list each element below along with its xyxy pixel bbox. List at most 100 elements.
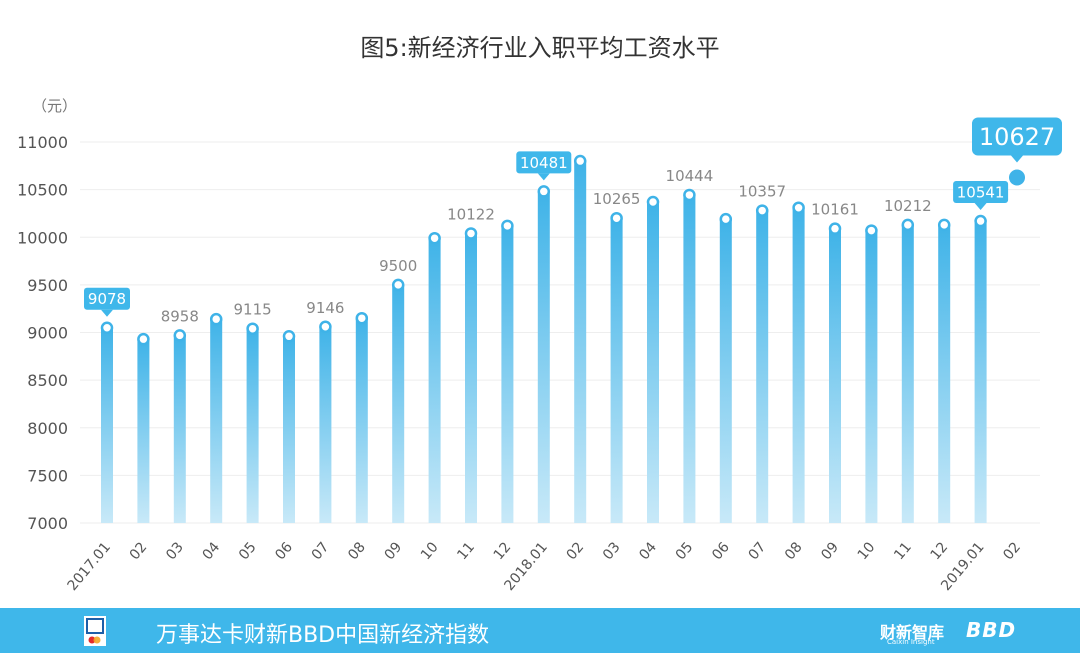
badge-box [953, 181, 1009, 204]
data-label: 10444 [666, 167, 714, 185]
y-tick-label: 11000 [17, 133, 68, 152]
bar-marker [209, 312, 223, 326]
bar [428, 238, 441, 523]
bar-marker [464, 227, 478, 240]
bar-marker [937, 218, 951, 232]
bar-marker [646, 195, 660, 209]
x-tick-label: 03 [163, 539, 187, 563]
bar-marker [792, 201, 805, 214]
data-label: 10627 [979, 123, 1055, 151]
data-label: 9500 [379, 257, 417, 275]
x-tick-label: 07 [309, 539, 333, 563]
x-tick-label: 04 [636, 539, 660, 563]
bar-marker [865, 224, 878, 237]
bar-chart: 9078 8958 9115 9146 9500 10122 10481 10265 10444… [17, 97, 1062, 594]
bar-marker [501, 219, 514, 233]
bar [101, 327, 113, 523]
x-tick-label: 02 [564, 539, 588, 563]
bar [719, 219, 732, 523]
x-tick-label: 11 [891, 539, 915, 563]
y-tick-label: 10000 [17, 228, 68, 247]
bar [938, 224, 951, 523]
x-tick-label: 11 [454, 539, 478, 563]
y-tick-label: 7500 [27, 466, 68, 485]
badge-box [972, 117, 1062, 156]
caixin-insight-subtitle: Caixin Insight [887, 638, 935, 646]
bar [683, 194, 696, 524]
x-tick-label: 09 [818, 539, 842, 563]
bar [647, 202, 659, 523]
x-tick-label: 07 [746, 539, 770, 563]
x-tick-label: 10 [418, 539, 442, 563]
x-tick-label: 09 [382, 539, 406, 563]
footer-title: 万事达卡财新BBD中国新经济指数 [156, 623, 490, 648]
bar [465, 233, 477, 523]
bar [901, 224, 914, 523]
bar-marker [391, 278, 405, 292]
y-tick-label: 8500 [27, 371, 68, 390]
badge-box [84, 287, 130, 310]
data-label: 8958 [161, 307, 199, 325]
bar [610, 218, 623, 523]
bar-marker [828, 222, 842, 235]
y-unit-label: （元） [32, 97, 77, 115]
bar-marker [610, 211, 623, 225]
mastercard-logo-icon [84, 616, 106, 646]
x-tick-label: 03 [600, 539, 624, 563]
bar-marker [355, 311, 369, 325]
bar-marker [573, 154, 587, 168]
data-label-badge: 10481 [516, 151, 572, 181]
bar-marker [319, 320, 332, 334]
x-tick-label: 02 [127, 539, 151, 563]
bar [537, 191, 550, 523]
x-tick-label: 10 [855, 539, 879, 563]
bar [319, 326, 332, 523]
x-tick-label: 2017.01 [65, 539, 114, 594]
data-label: 10357 [738, 183, 786, 201]
badge-pointer [1011, 155, 1023, 163]
caixin-insight-logo: 财新智库 [880, 623, 945, 642]
point-marker [1009, 169, 1025, 186]
data-label: 10122 [447, 205, 495, 223]
y-tick-label: 10500 [17, 181, 68, 200]
bar-marker [974, 214, 987, 228]
footer-bar: 万事达卡财新BBD中国新经济指数 财新智库 Caixin Insight BBD [0, 608, 1080, 653]
bar-marker [173, 329, 187, 342]
bar [283, 336, 295, 523]
badge-pointer [101, 309, 113, 317]
data-label: 9115 [234, 301, 272, 319]
y-tick-label: 7000 [27, 514, 68, 533]
x-tick-label: 12 [928, 539, 952, 563]
bar-marker [755, 204, 769, 217]
x-tick-label: 12 [491, 539, 515, 563]
data-label: 10212 [884, 197, 932, 215]
x-tick-label: 05 [236, 539, 260, 563]
badge-pointer [974, 203, 987, 211]
data-label-badge: 9078 [84, 287, 130, 317]
bar-marker [100, 321, 114, 334]
y-tick-label: 9500 [27, 276, 68, 295]
bar-marker [428, 231, 441, 245]
x-tick-label: 02 [1000, 539, 1024, 563]
badge-box [516, 151, 572, 174]
data-label: 10481 [520, 154, 568, 172]
bar-marker [246, 322, 259, 335]
bar [137, 339, 150, 523]
bar-marker [719, 212, 733, 226]
bar [756, 210, 769, 523]
bar [246, 328, 259, 523]
x-tick-label: 05 [673, 539, 697, 563]
bar [392, 284, 405, 523]
y-tick-label: 9000 [27, 324, 68, 343]
x-tick-label: 04 [200, 539, 224, 563]
bbd-logo: BBD [966, 618, 1017, 642]
bar [974, 221, 987, 523]
bar [829, 228, 841, 524]
bar [865, 230, 878, 523]
x-tick-label: 08 [345, 539, 369, 563]
bar [501, 225, 514, 523]
data-label-badge: 10541 [953, 181, 1009, 211]
data-label: 10265 [593, 190, 641, 208]
badge-pointer [537, 173, 550, 181]
bar-marker [683, 188, 696, 202]
